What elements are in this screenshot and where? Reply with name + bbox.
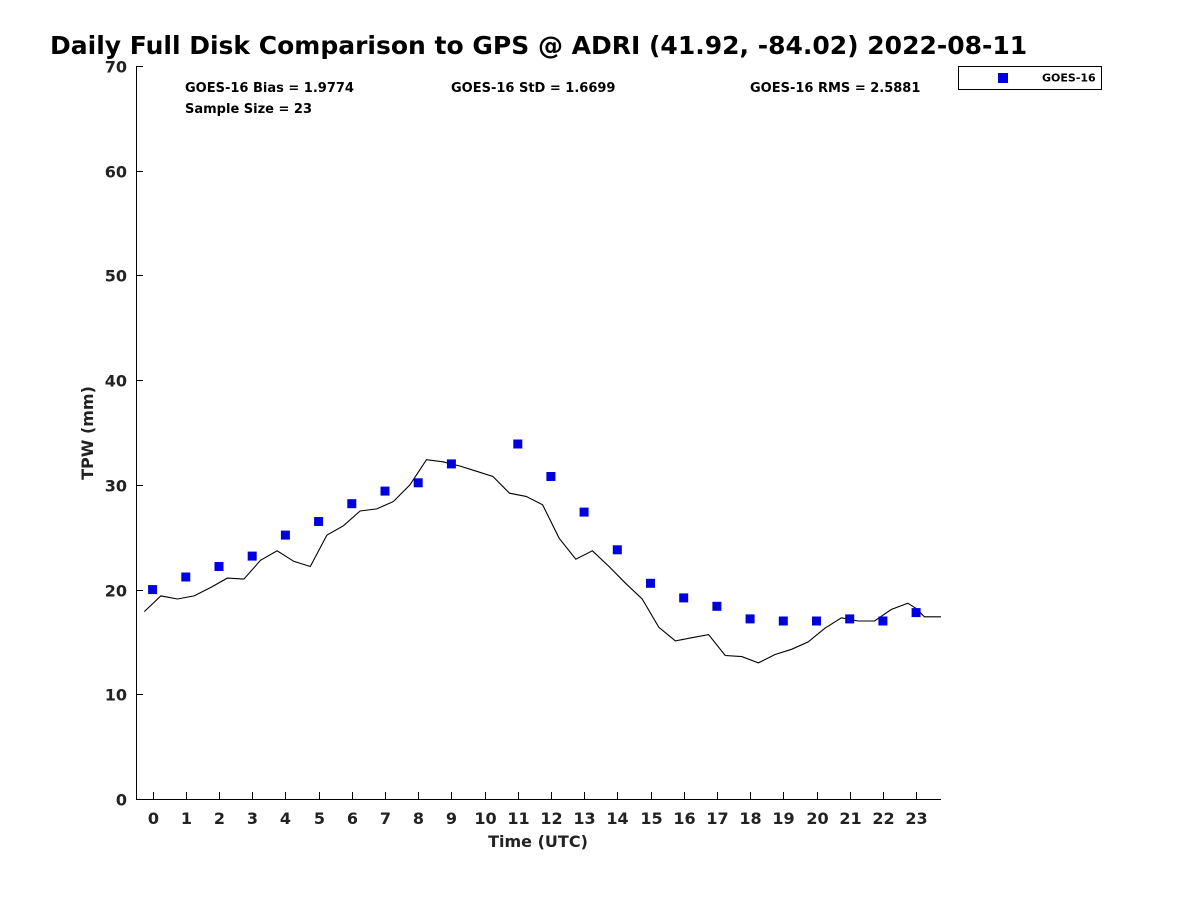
x-tick-label: 16 (673, 809, 695, 828)
goes-16-series (148, 439, 921, 626)
x-tick-label: 0 (148, 809, 159, 828)
stat-sample-size: Sample Size = 23 (185, 102, 312, 117)
y-tick-label: 60 (105, 163, 127, 182)
x-tick-label: 14 (606, 809, 628, 828)
legend-box (958, 66, 1102, 90)
y-tick-label: 0 (116, 791, 127, 810)
x-tick-label: 23 (905, 809, 927, 828)
y-axis-ticks: 0 10 20 30 40 50 60 70 (105, 58, 143, 810)
stat-std: GOES-16 StD = 1.6699 (451, 81, 615, 96)
goes-16-point (646, 578, 655, 588)
goes-16-point (812, 616, 821, 626)
goes-16-point (214, 562, 224, 571)
stat-rms: GOES-16 RMS = 2.5881 (750, 81, 920, 96)
goes-16-point (380, 486, 390, 496)
goes-16-point (679, 593, 689, 603)
x-tick-label: 15 (640, 809, 662, 828)
chart-axes (136, 66, 941, 800)
x-tick-label: 20 (806, 809, 828, 828)
x-tick-label: 13 (573, 809, 595, 828)
goes-16-point (446, 459, 456, 469)
x-tick-label: 22 (872, 809, 894, 828)
goes-16-point (247, 551, 257, 561)
x-tick-label: 3 (247, 809, 258, 828)
x-tick-label: 21 (839, 809, 861, 828)
y-tick-label: 70 (105, 58, 127, 77)
goes-16-point (347, 499, 357, 509)
x-tick-label: 17 (706, 809, 728, 828)
goes-16-point (280, 530, 290, 540)
goes-16-point (878, 616, 888, 626)
goes-16-point (778, 616, 788, 626)
y-tick-label: 50 (105, 267, 127, 286)
x-tick-label: 9 (446, 809, 457, 828)
x-axis-ticks: 0 1 2 3 4 5 6 7 8 9 10 11 12 13 14 15 16 17 18 19 20 21 22 23 (148, 792, 928, 828)
x-tick-label: 11 (507, 809, 529, 828)
y-axis-label: TPW (mm) (78, 386, 97, 480)
goes-16-point (911, 608, 921, 618)
goes-16-point (579, 507, 589, 517)
x-tick-label: 7 (380, 809, 391, 828)
x-tick-label: 2 (214, 809, 225, 828)
y-tick-label: 40 (105, 372, 127, 391)
goes-16-point (513, 439, 523, 449)
gps-line (143, 459, 941, 664)
legend-label-goes-16: GOES-16 (1042, 72, 1096, 85)
goes-16-point (546, 472, 556, 481)
y-tick-label: 30 (105, 477, 127, 496)
x-tick-label: 10 (474, 809, 496, 828)
goes-16-point (745, 614, 755, 624)
x-tick-label: 12 (540, 809, 562, 828)
y-tick-label: 20 (105, 582, 127, 601)
goes-16-point (845, 614, 855, 624)
goes-16-point (612, 545, 622, 555)
goes-16-point (314, 517, 324, 526)
goes-16-point (413, 478, 423, 488)
stat-bias: GOES-16 Bias = 1.9774 (185, 81, 354, 96)
goes-16-point (148, 585, 158, 595)
goes-16-point (181, 572, 191, 582)
goes-16-point (712, 601, 722, 611)
x-tick-label: 6 (347, 809, 358, 828)
x-tick-label: 18 (739, 809, 761, 828)
x-tick-label: 4 (280, 809, 291, 828)
legend: GOES-16 (958, 66, 1102, 90)
x-tick-label: 1 (181, 809, 192, 828)
x-tick-label: 8 (413, 809, 424, 828)
x-tick-label: 5 (314, 809, 325, 828)
x-tick-label: 19 (772, 809, 794, 828)
gps-reference-line (143, 459, 941, 664)
x-axis-label: Time (UTC) (488, 832, 588, 851)
y-tick-label: 10 (105, 686, 127, 705)
chart-title: Daily Full Disk Comparison to GPS @ ADRI… (50, 31, 1027, 60)
legend-marker-goes-16 (998, 73, 1008, 83)
